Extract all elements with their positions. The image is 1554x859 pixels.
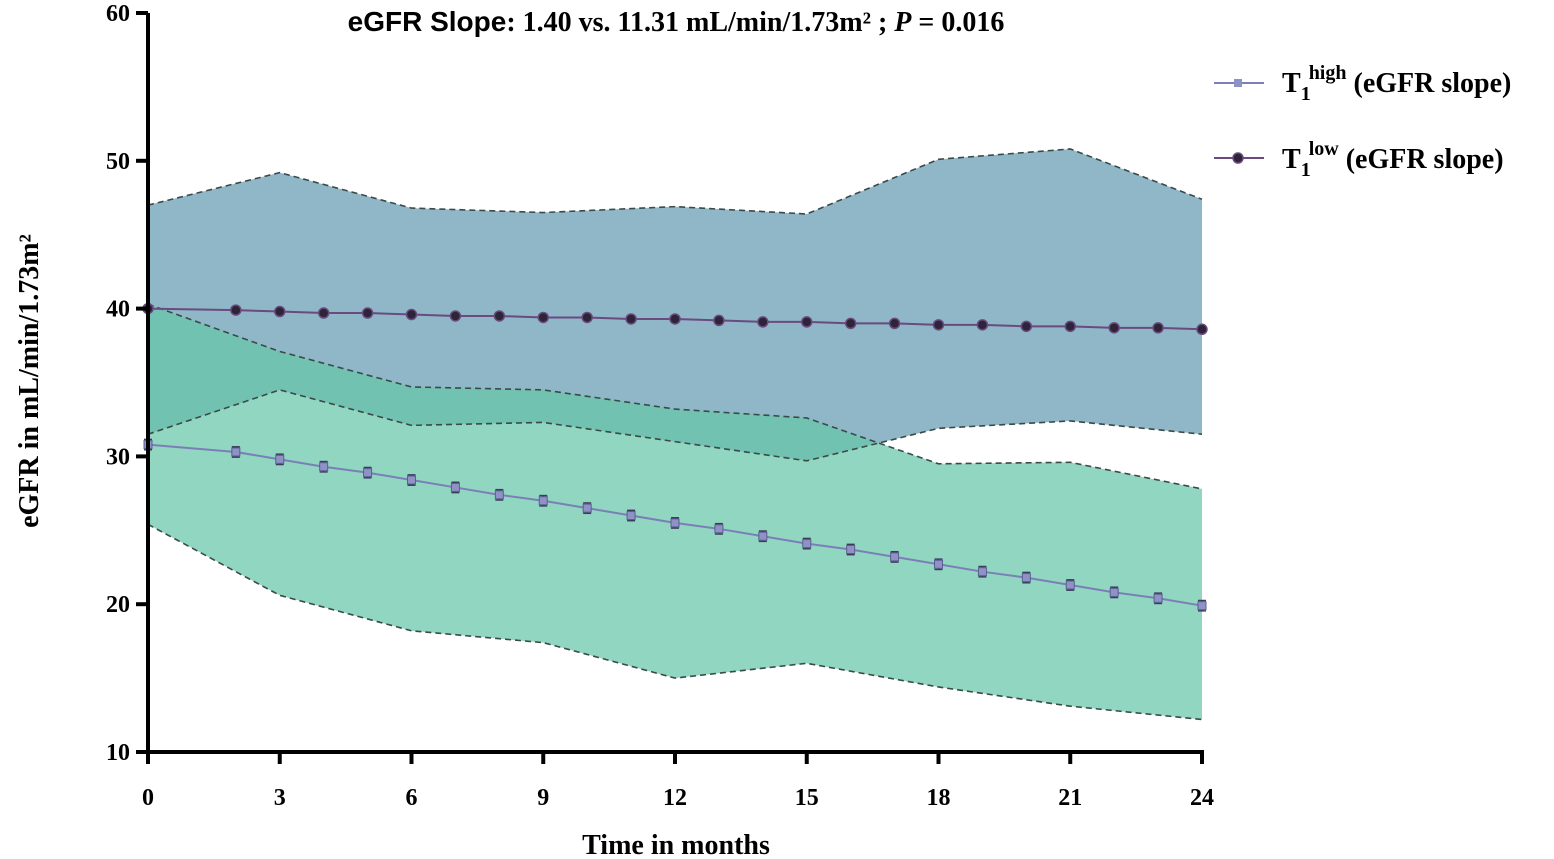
confidence-bands: [147, 148, 1203, 721]
data-point-high: [1021, 573, 1031, 583]
y-axis-ticks: 10 20 30 40 50 60: [106, 1, 148, 766]
data-point-low: [669, 313, 681, 325]
data-point-high: [1197, 601, 1207, 611]
x-tick-label: 3: [274, 785, 286, 811]
data-point-high: [890, 552, 900, 562]
x-tick-label: 0: [142, 785, 154, 811]
x-tick-label: 6: [406, 785, 418, 811]
legend-high-sub: 1: [1301, 83, 1311, 105]
series-line-0: [147, 443, 1203, 607]
legend-low-rest: (eGFR slope): [1339, 144, 1504, 175]
title-p-symbol: P: [893, 7, 912, 38]
band-lower-edge-1: [147, 523, 1203, 721]
x-axis-ticks: 0 3 6 9 12 15 18 21 24: [142, 752, 1214, 811]
data-point-low: [1108, 322, 1120, 334]
data-point-low: [625, 313, 637, 325]
data-point-low: [1020, 320, 1033, 333]
data-point-high: [670, 518, 680, 528]
axes: 10 20 30 40 50 60 0 3 6 9 12 15 18 21 24: [106, 1, 1214, 811]
title-body: : 1.40 vs. 11.31 mL/min/1.73m² ;: [506, 7, 894, 38]
x-axis-title: Time in months: [582, 830, 770, 859]
data-point-low: [230, 304, 242, 316]
data-point-high: [846, 545, 856, 555]
data-point-high: [758, 531, 768, 541]
data-point-high: [714, 524, 724, 534]
data-point-low: [801, 316, 813, 328]
data-point-low: [361, 307, 374, 319]
y-tick-label: 20: [106, 592, 130, 618]
band-area-0: [148, 148, 1202, 461]
data-point-high: [538, 496, 548, 506]
data-point-high: [802, 539, 812, 549]
band-upper-edge-1: [147, 303, 1203, 490]
data-point-low: [888, 317, 901, 330]
chart-title: eGFR Slope: 1.40 vs. 11.31 mL/min/1.73m²…: [348, 6, 1005, 38]
legend: T1high (eGFR slope) T1low (eGFR slope): [1214, 62, 1511, 181]
series-line-1: [147, 307, 1203, 331]
data-point-low: [274, 305, 286, 318]
x-tick-label: 12: [663, 785, 687, 811]
data-point-low: [713, 314, 725, 327]
legend-low-main: T: [1282, 144, 1301, 175]
data-point-high: [934, 559, 943, 569]
legend-label-high: T1high (eGFR slope): [1282, 62, 1511, 105]
data-point-high: [1065, 580, 1075, 590]
legend-low-sup: low: [1309, 138, 1340, 160]
legend-high-sup: high: [1309, 62, 1347, 84]
legend-high-main: T: [1282, 68, 1301, 99]
data-point-low: [493, 310, 506, 322]
data-point-low: [1064, 320, 1076, 333]
y-tick-label: 40: [106, 297, 130, 323]
legend-item-high: T1high (eGFR slope): [1214, 62, 1511, 105]
data-point-high: [1109, 587, 1119, 597]
data-point-low: [1152, 322, 1164, 334]
data-point-low: [537, 311, 549, 324]
data-point-low: [976, 319, 989, 331]
data-point-high: [582, 503, 592, 513]
band-area-1: [148, 304, 1202, 720]
data-point-low: [757, 316, 769, 328]
y-tick-label: 50: [106, 149, 130, 175]
band-upper-edge-0: [147, 148, 1203, 215]
x-tick-label: 15: [795, 785, 819, 811]
data-point-high: [494, 490, 504, 500]
data-point-high: [977, 567, 987, 577]
data-point-high: [626, 511, 636, 521]
legend-item-low: T1low (eGFR slope): [1214, 138, 1504, 181]
data-point-low: [581, 311, 593, 324]
x-tick-label: 9: [537, 785, 549, 811]
data-point-high: [231, 447, 241, 457]
title-prefix: eGFR Slope: [348, 6, 507, 37]
legend-marker-high: [1234, 79, 1242, 87]
data-point-low: [317, 307, 330, 319]
data-point-low: [844, 317, 857, 330]
legend-marker-low: [1232, 152, 1244, 164]
y-axis-title: eGFR in mL/min/1.73m²: [14, 234, 45, 528]
y-tick-label: 30: [106, 444, 130, 470]
x-tick-label: 24: [1190, 785, 1214, 811]
x-tick-label: 21: [1058, 785, 1082, 811]
data-point-low: [405, 308, 418, 321]
data-point-high: [363, 468, 373, 478]
legend-low-sub: 1: [1301, 159, 1311, 181]
data-point-high: [407, 475, 416, 485]
data-point-low: [449, 310, 462, 322]
data-point-high: [275, 454, 285, 464]
y-tick-label: 10: [106, 740, 130, 766]
data-point-low: [1196, 323, 1208, 336]
data-point-high: [450, 482, 460, 492]
x-tick-label: 18: [927, 785, 951, 811]
data-point-high: [1153, 593, 1163, 603]
title-p-value: = 0.016: [911, 7, 1004, 38]
legend-label-low: T1low (eGFR slope): [1282, 138, 1504, 181]
data-point-low: [932, 319, 945, 331]
series-lines: [142, 302, 1208, 612]
band-lower-edge-0: [147, 389, 1203, 462]
legend-high-rest: (eGFR slope): [1347, 68, 1512, 99]
y-tick-label: 60: [106, 1, 130, 27]
data-point-high: [319, 462, 329, 472]
